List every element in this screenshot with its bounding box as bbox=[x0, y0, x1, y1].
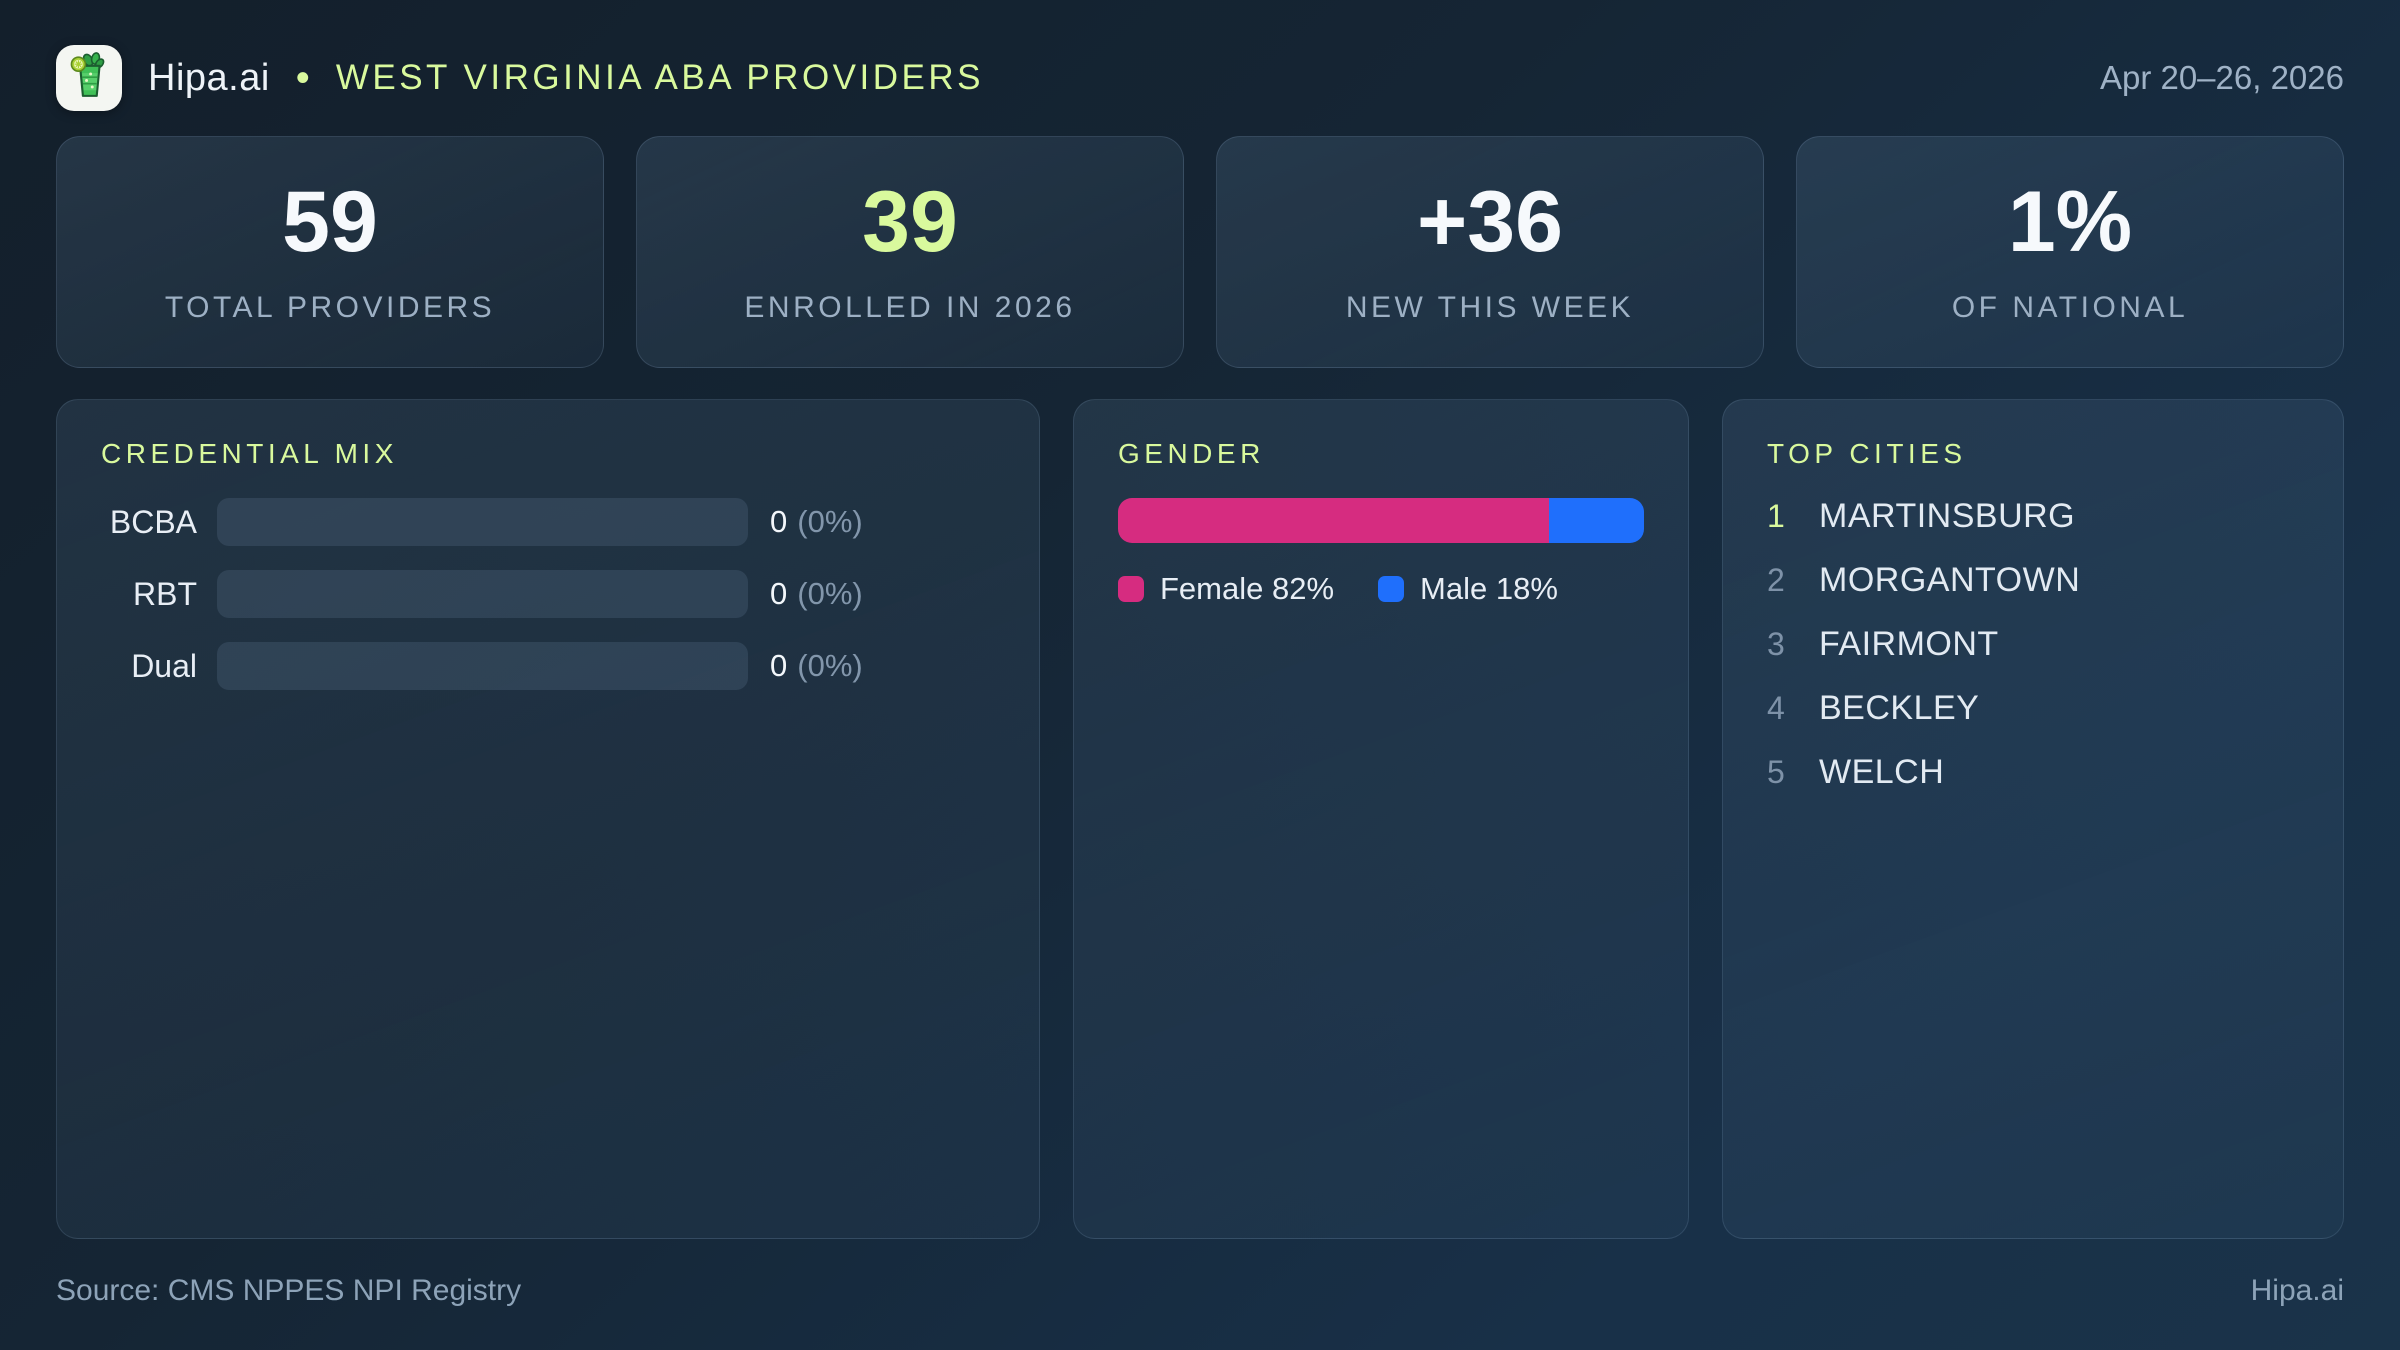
stat-label: TOTAL PROVIDERS bbox=[164, 291, 496, 324]
panels-row: CREDENTIAL MIX BCBA 0 (0%) RBT 0 (0%) Dual… bbox=[56, 399, 2344, 1239]
stat-card-of-national: 1% OF NATIONAL bbox=[1796, 136, 2344, 368]
source-attribution: Source: CMS NPPES NPI Registry bbox=[56, 1273, 522, 1307]
stat-cards-row: 59 TOTAL PROVIDERS 39 ENROLLED IN 2026 +… bbox=[56, 136, 2344, 368]
credential-row-dual: Dual 0 (0%) bbox=[101, 642, 995, 690]
mojito-drink-icon bbox=[63, 52, 115, 104]
city-name: BECKLEY bbox=[1819, 688, 1980, 727]
count: 0 bbox=[770, 576, 788, 611]
panel-title: GENDER bbox=[1118, 438, 1265, 469]
gender-legend: Female 82% Male 18% bbox=[1118, 571, 1644, 607]
top-cities-panel: TOP CITIES 1 MARTINSBURG 2 MORGANTOWN 3 … bbox=[1722, 399, 2344, 1239]
bar-track bbox=[217, 642, 748, 690]
stat-label: NEW THIS WEEK bbox=[1345, 291, 1635, 324]
city-rank: 2 bbox=[1767, 561, 1785, 598]
legend-label: Female 82% bbox=[1160, 571, 1335, 606]
count: 0 bbox=[770, 504, 788, 539]
legend-label: Male 18% bbox=[1420, 571, 1558, 606]
page-title: WEST VIRGINIA ABA PROVIDERS bbox=[335, 58, 984, 97]
separator-dot-icon: • bbox=[295, 56, 310, 100]
male-swatch-icon bbox=[1378, 576, 1405, 602]
count: 0 bbox=[770, 648, 788, 683]
male-segment bbox=[1549, 498, 1644, 543]
list-item: 5 WELCH bbox=[1767, 740, 2299, 804]
percent: (0%) bbox=[797, 504, 863, 539]
city-rank: 4 bbox=[1767, 689, 1785, 726]
city-list: 1 MARTINSBURG 2 MORGANTOWN 3 FAIRMONT 4 … bbox=[1767, 484, 2299, 804]
bar-track bbox=[217, 498, 748, 546]
female-swatch-icon bbox=[1118, 576, 1144, 602]
city-rank: 3 bbox=[1767, 625, 1785, 662]
panel-title: CREDENTIAL MIX bbox=[101, 438, 398, 469]
stat-card-enrolled: 39 ENROLLED IN 2026 bbox=[636, 136, 1184, 368]
legend-item-male: Male 18% bbox=[1378, 571, 1558, 607]
bar-label: Dual bbox=[131, 647, 197, 684]
credential-row-rbt: RBT 0 (0%) bbox=[101, 570, 995, 618]
brand-name: Hipa.ai bbox=[148, 56, 270, 99]
stat-value: 1% bbox=[2007, 174, 2133, 270]
city-name: FAIRMONT bbox=[1819, 624, 1999, 663]
legend-item-female: Female 82% bbox=[1118, 571, 1334, 607]
bar-value: 0 (0%) bbox=[770, 648, 863, 684]
bar-value: 0 (0%) bbox=[770, 576, 863, 612]
footer-brand: Hipa.ai bbox=[2250, 1273, 2344, 1307]
percent: (0%) bbox=[797, 648, 863, 683]
gender-stacked-bar bbox=[1118, 498, 1644, 543]
list-item: 2 MORGANTOWN bbox=[1767, 548, 2299, 612]
stat-card-new-this-week: +36 NEW THIS WEEK bbox=[1216, 136, 1764, 368]
panel-title: TOP CITIES bbox=[1767, 438, 1967, 469]
city-name: MARTINSBURG bbox=[1819, 496, 2076, 535]
stat-label: OF NATIONAL bbox=[1951, 291, 2189, 324]
female-segment bbox=[1118, 498, 1550, 543]
city-rank: 1 bbox=[1767, 497, 1785, 534]
city-name: MORGANTOWN bbox=[1819, 560, 2081, 599]
stat-card-total-providers: 59 TOTAL PROVIDERS bbox=[56, 136, 604, 368]
bar-label: BCBA bbox=[109, 503, 197, 540]
logo bbox=[56, 45, 122, 111]
bar-track bbox=[217, 570, 748, 618]
bar-value: 0 (0%) bbox=[770, 504, 863, 540]
credential-mix-panel: CREDENTIAL MIX BCBA 0 (0%) RBT 0 (0%) Dual… bbox=[56, 399, 1040, 1239]
footer: Source: CMS NPPES NPI Registry Hipa.ai bbox=[56, 1239, 2344, 1350]
stat-value: +36 bbox=[1417, 174, 1563, 270]
list-item: 4 BECKLEY bbox=[1767, 676, 2299, 740]
bar-label: RBT bbox=[133, 575, 197, 612]
city-rank: 5 bbox=[1767, 753, 1785, 790]
stat-value: 39 bbox=[862, 174, 958, 270]
city-name: WELCH bbox=[1819, 752, 1945, 791]
percent: (0%) bbox=[797, 576, 863, 611]
list-item: 3 FAIRMONT bbox=[1767, 612, 2299, 676]
stat-value: 59 bbox=[282, 174, 378, 270]
credential-row-bcba: BCBA 0 (0%) bbox=[101, 498, 995, 546]
list-item: 1 MARTINSBURG bbox=[1767, 484, 2299, 548]
stat-label: ENROLLED IN 2026 bbox=[744, 291, 1076, 324]
gender-panel: GENDER Female 82% Male 18% bbox=[1073, 399, 1689, 1239]
date-range: Apr 20–26, 2026 bbox=[2099, 59, 2344, 96]
header: Hipa.ai • WEST VIRGINIA ABA PROVIDERS Ap… bbox=[56, 44, 2344, 112]
credential-bars: BCBA 0 (0%) RBT 0 (0%) Dual 0 (0%) bbox=[101, 498, 995, 690]
